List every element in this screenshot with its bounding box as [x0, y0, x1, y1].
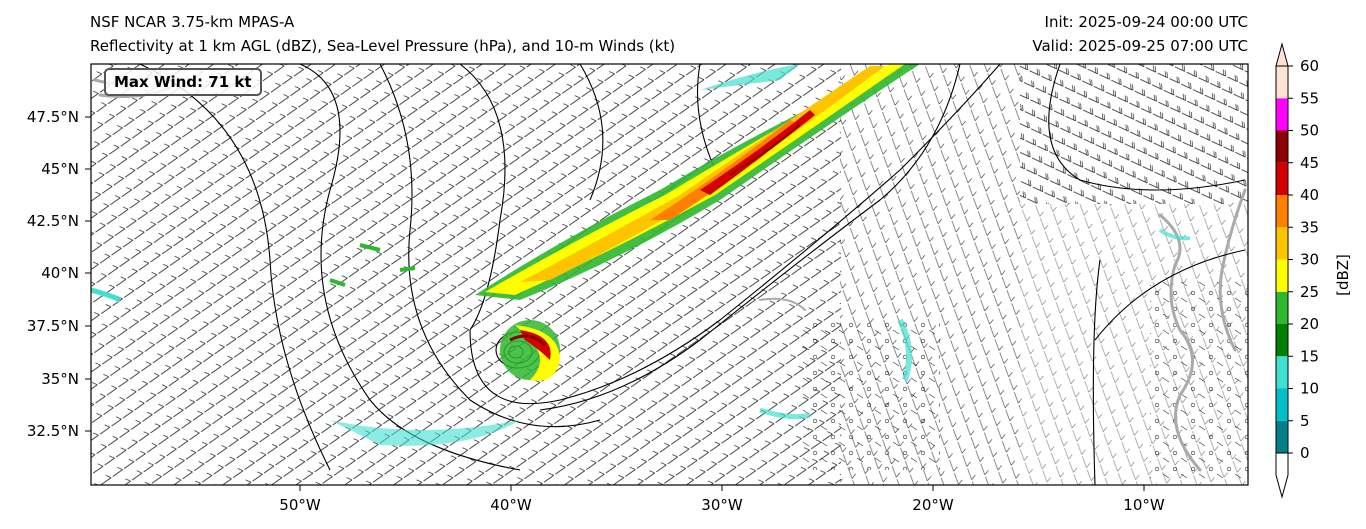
colorbar-tick-label: 20: [1300, 315, 1319, 333]
max-wind-annotation: Max Wind: 71 kt: [104, 68, 262, 96]
reflectivity-field: [91, 64, 1191, 446]
lat-label: 32.5°N: [27, 422, 79, 440]
valid-time: Valid: 2025-09-25 07:00 UTC: [1032, 37, 1248, 55]
lon-label: 50°W: [279, 496, 321, 514]
colorbar: 0 5 10 15 20 25 30 35 40 45 50 55 60: [1275, 42, 1319, 499]
colorbar-tick-label: 25: [1300, 283, 1319, 301]
latitude-axis: [85, 116, 91, 432]
colorbar-tick-label: 35: [1300, 218, 1319, 236]
colorbar-tick-label: 40: [1300, 186, 1319, 204]
colorbar-segment: [1276, 388, 1288, 421]
lat-label: 45°N: [41, 160, 79, 178]
isobars: [139, 64, 1246, 485]
map-frame: [90, 63, 1249, 486]
colorbar-label: [dBZ]: [1334, 254, 1352, 296]
fields-title: Reflectivity at 1 km AGL (dBZ), Sea-Leve…: [90, 37, 676, 55]
colorbar-segment: [1276, 98, 1288, 131]
init-time: Init: 2025-09-24 00:00 UTC: [1044, 13, 1248, 31]
wind-barbs-west: [91, 64, 841, 485]
calm-wind-area: [800, 320, 940, 470]
colorbar-segment: [1276, 291, 1288, 324]
colorbar-segment: [1276, 259, 1288, 292]
model-title: NSF NCAR 3.75-km MPAS-A: [90, 13, 295, 31]
lat-label: 35°N: [41, 370, 79, 388]
lat-label: 40°N: [41, 264, 79, 282]
colorbar-segment: [1276, 420, 1288, 453]
colorbar-segment: [1276, 162, 1288, 195]
colorbar-tick-label: 10: [1300, 380, 1319, 398]
colorbar-over-extension: [1275, 42, 1289, 67]
colorbar-tick-label: 5: [1300, 412, 1310, 430]
colorbar-segment: [1276, 356, 1288, 389]
longitude-axis: [299, 485, 1145, 491]
lat-label: 37.5°N: [27, 317, 79, 335]
colorbar-tick-label: 55: [1300, 89, 1319, 107]
colorbar-segment: [1276, 324, 1288, 357]
lon-label: 20°W: [912, 496, 954, 514]
lat-label: 47.5°N: [27, 108, 79, 126]
colorbar-segment: [1276, 227, 1288, 260]
lon-label: 40°W: [490, 496, 532, 514]
colorbar-tick-label: 15: [1300, 347, 1319, 365]
colorbar-tick-label: 45: [1300, 154, 1319, 172]
map-area: [91, 64, 1248, 485]
colorbar-tick-label: 50: [1300, 122, 1319, 140]
colorbar-tick-label: 60: [1300, 57, 1319, 75]
colorbar-tick-label: 0: [1300, 444, 1310, 462]
calm-wind-area-east: [1150, 280, 1248, 480]
colorbar-segment: [1276, 195, 1288, 228]
colorbar-under-extension: [1275, 452, 1289, 499]
lon-label: 10°W: [1123, 496, 1165, 514]
wind-barbs-northeast: [1020, 64, 1248, 204]
colorbar-segment: [1276, 130, 1288, 163]
colorbar-segment: [1276, 66, 1288, 99]
lon-label: 30°W: [701, 496, 743, 514]
lat-label: 42.5°N: [27, 212, 79, 230]
colorbar-tick-label: 30: [1300, 251, 1319, 269]
